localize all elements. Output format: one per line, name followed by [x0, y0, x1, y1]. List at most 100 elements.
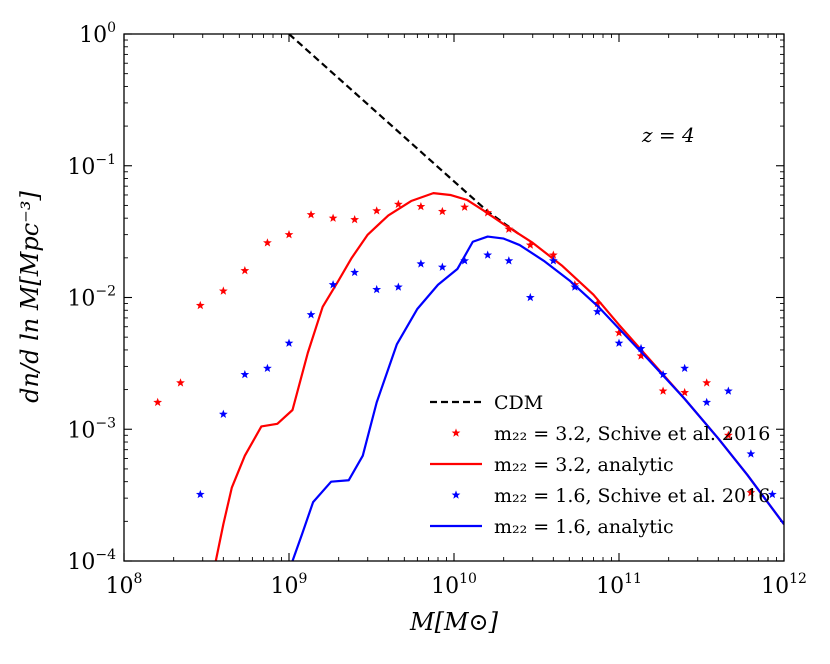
x-tick-label: 108 [106, 571, 143, 599]
legend-label: CDM [494, 392, 543, 414]
y-tick-label: 10−1 [67, 152, 116, 180]
data-point-m22-3-2-schive [240, 266, 250, 275]
data-point-m22-1-6-schive [504, 256, 514, 265]
legend-entry: m₂₂ = 3.2, analytic [430, 454, 674, 476]
data-point-m22-3-2-schive [284, 230, 294, 239]
data-point-m22-3-2-schive [218, 286, 228, 295]
data-point-m22-3-2-schive [350, 215, 360, 224]
data-point-m22-1-6-schive [723, 386, 733, 395]
data-point-m22-1-6-schive [680, 363, 690, 373]
data-point-m22-1-6-schive [218, 409, 228, 418]
data-point-m22-1-6-schive [525, 292, 535, 302]
series-m22-3-2-analytic [214, 192, 784, 561]
y-tick-base: 10 [79, 23, 107, 48]
data-point-m22-1-6-schive [746, 449, 756, 458]
y-tick-exponent: −4 [95, 547, 116, 563]
y-tick-label: 10−3 [67, 415, 116, 443]
y-tick-label: 10−4 [67, 547, 116, 575]
x-tick-base: 10 [106, 574, 134, 599]
y-tick-base: 10 [67, 550, 95, 575]
legend-label: m₂₂ = 3.2, Schive et al. 2016 [494, 423, 770, 445]
legend-entry: CDM [430, 392, 543, 414]
data-point-m22-1-6-schive [548, 256, 558, 265]
x-tick-exponent: 12 [789, 571, 807, 587]
data-point-m22-3-2-schive [593, 298, 602, 308]
data-point-m22-3-2-schive [460, 202, 470, 211]
x-tick-base: 10 [596, 574, 624, 599]
legend-entry: m₂₂ = 3.2, Schive et al. 2016 [451, 423, 770, 445]
x-tick-label: 1010 [431, 571, 477, 599]
y-tick-exponent: 0 [107, 20, 116, 36]
data-point-m22-3-2-schive [437, 206, 447, 216]
data-point-m22-3-2-schive [548, 250, 558, 259]
x-axis-label: M[M⊙] [409, 608, 499, 636]
data-point-m22-1-6-schive [702, 397, 712, 407]
data-point-m22-1-6-schive [240, 369, 250, 379]
legend-entry: m₂₂ = 1.6, Schive et al. 2016 [451, 485, 770, 507]
data-point-m22-1-6-schive [328, 280, 338, 289]
y-axis-label: dn/d ln M[Mpc⁻³] [16, 191, 44, 403]
x-tick-base: 10 [431, 574, 459, 599]
plot-background [124, 34, 784, 561]
data-point-m22-1-6-schive [437, 262, 447, 271]
series-line-m22-3-2-analytic [214, 192, 784, 561]
data-point-m22-3-2-schive [746, 488, 756, 497]
x-tick-exponent: 8 [134, 571, 143, 587]
data-point-m22-1-6-schive [350, 267, 360, 277]
data-point-m22-1-6-schive [614, 338, 624, 347]
plot-frame [123, 33, 785, 562]
series-line-m22-1-6-analytic [291, 235, 784, 561]
series-m22-1-6-analytic [291, 235, 784, 561]
data-point-m22-3-2-schive [306, 210, 316, 219]
data-point-m22-1-6-schive [372, 284, 382, 294]
series-layer [153, 34, 784, 561]
y-tick-base: 10 [67, 287, 95, 312]
data-point-m22-1-6-schive [636, 343, 646, 353]
data-point-m22-3-2-schive [658, 386, 668, 395]
data-point-m22-3-2-schive [525, 240, 535, 249]
legend: CDM m₂₂ = 3.2, Schive et al. 2016 m₂₂ = 3.… [430, 392, 770, 538]
x-tick-base: 10 [761, 574, 789, 599]
y-tick-exponent: −1 [95, 152, 116, 168]
data-point-m22-3-2-schive [416, 201, 426, 211]
legend-star-swatch [451, 490, 461, 499]
x-tick-label: 1011 [596, 571, 642, 599]
data-point-m22-1-6-schive [767, 489, 777, 499]
data-point-m22-3-2-schive [153, 397, 163, 407]
x-tick-exponent: 10 [459, 571, 477, 587]
x-tick-label: 1012 [761, 571, 807, 599]
x-tick-exponent: 9 [299, 571, 308, 587]
data-point-m22-3-2-schive [680, 387, 690, 397]
y-tick-base: 10 [67, 418, 95, 443]
x-tick-base: 10 [271, 574, 299, 599]
data-point-m22-1-6-schive [460, 256, 470, 265]
y-tick-exponent: −2 [95, 284, 116, 300]
data-point-m22-3-2-schive [614, 328, 624, 337]
data-point-m22-3-2-schive [195, 300, 205, 310]
legend-label: m₂₂ = 1.6, analytic [494, 516, 674, 538]
data-point-m22-3-2-schive [702, 378, 712, 387]
data-point-m22-3-2-schive [636, 351, 646, 360]
redshift-annotation: z = 4 [641, 123, 695, 147]
legend-label: m₂₂ = 1.6, Schive et al. 2016 [494, 485, 770, 507]
data-point-m22-3-2-schive [372, 206, 382, 215]
legend-star-swatch [451, 428, 461, 437]
x-tick-exponent: 11 [624, 571, 642, 587]
data-point-m22-1-6-schive [306, 310, 316, 319]
y-tick-label: 100 [79, 20, 116, 48]
y-tick-label: 10−2 [67, 284, 116, 312]
data-point-m22-3-2-schive [723, 430, 733, 439]
data-point-m22-3-2-schive [176, 378, 185, 387]
data-point-m22-3-2-schive [328, 213, 338, 222]
legend-entry: m₂₂ = 1.6, analytic [430, 516, 674, 538]
x-tick-labels: 108 109 1010 1011 1012 [106, 571, 807, 599]
legend-label: m₂₂ = 3.2, analytic [494, 454, 674, 476]
data-point-m22-1-6-schive [593, 307, 602, 316]
data-point-m22-1-6-schive [483, 250, 493, 259]
data-point-m22-1-6-schive [195, 489, 205, 499]
minor-ticks [124, 34, 784, 561]
data-point-m22-1-6-schive [284, 338, 294, 347]
y-tick-base: 10 [67, 155, 95, 180]
